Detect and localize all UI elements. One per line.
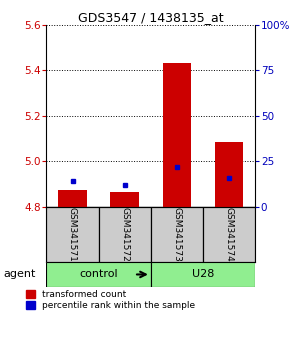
Bar bbox=[110, 192, 139, 207]
Bar bbox=[151, 207, 203, 262]
Text: GSM341573: GSM341573 bbox=[172, 207, 182, 262]
Bar bbox=[203, 207, 255, 262]
Text: GSM341571: GSM341571 bbox=[68, 207, 77, 262]
Text: control: control bbox=[79, 269, 118, 279]
Bar bbox=[162, 63, 191, 207]
Text: agent: agent bbox=[3, 269, 36, 279]
Legend: transformed count, percentile rank within the sample: transformed count, percentile rank withi… bbox=[26, 290, 195, 310]
Title: GDS3547 / 1438135_at: GDS3547 / 1438135_at bbox=[78, 11, 224, 24]
Bar bbox=[215, 142, 244, 207]
Bar bbox=[46, 207, 99, 262]
Text: GSM341572: GSM341572 bbox=[120, 207, 129, 262]
Bar bbox=[46, 262, 151, 287]
Bar bbox=[58, 190, 87, 207]
Text: U28: U28 bbox=[192, 269, 214, 279]
Text: GSM341574: GSM341574 bbox=[224, 207, 234, 262]
Bar bbox=[151, 262, 255, 287]
Bar bbox=[99, 207, 151, 262]
